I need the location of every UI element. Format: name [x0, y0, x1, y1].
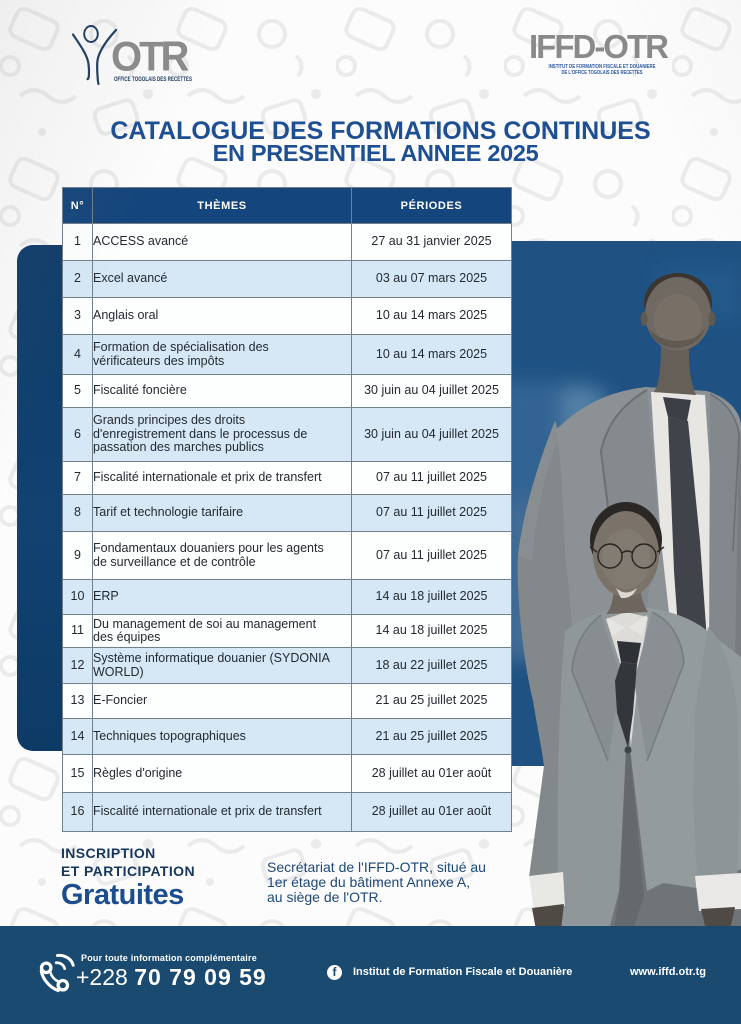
svg-text:DE L'OFFICE TOGOLAIS DES RECET: DE L'OFFICE TOGOLAIS DES RECETTES: [562, 70, 643, 76]
svg-text:OFFICE TOGOLAIS DES RECETTES: OFFICE TOGOLAIS DES RECETTES: [114, 76, 192, 83]
svg-text:INSTITUT DE FORMATION FISCALE: INSTITUT DE FORMATION FISCALE ET DOUANIE…: [549, 64, 656, 70]
